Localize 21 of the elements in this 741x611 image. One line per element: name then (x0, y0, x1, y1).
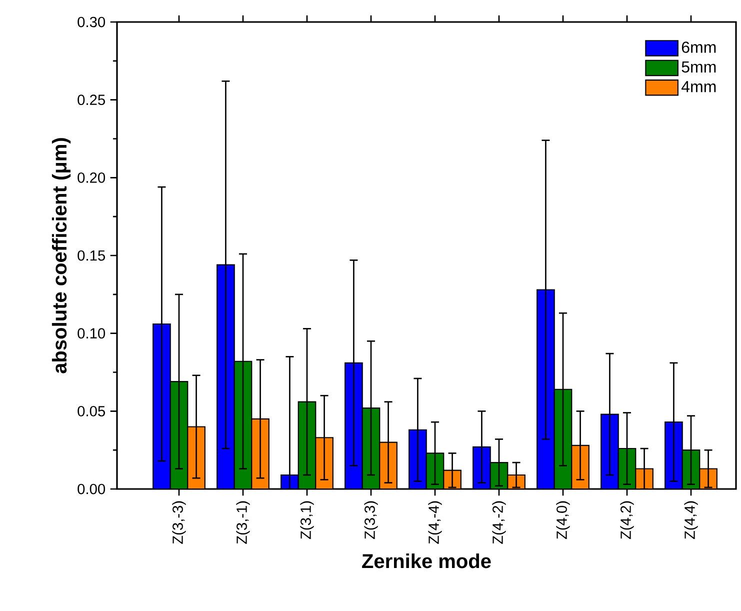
y-tick-label: 0.00 (78, 484, 106, 494)
x-tick-label: Z(3,1) (300, 501, 314, 540)
y-tick-label: 0.25 (78, 94, 105, 106)
y-tick-label: 0.10 (78, 328, 106, 339)
y-axis-title: absolute coefficient (μm) (52, 138, 71, 374)
x-tick-label: Z(3,-3) (172, 501, 186, 544)
y-tick-label: 0.20 (78, 172, 106, 183)
x-tick-label: Z(3,-1) (236, 501, 250, 544)
x-tick-label: Z(3,3) (364, 501, 378, 540)
x-tick-label: Z(4,0) (556, 501, 570, 540)
legend-label: 6mm (682, 42, 716, 53)
legend-label: 5mm (682, 61, 716, 73)
y-tick-label: 0.15 (78, 250, 105, 261)
legend-label: 4mm (682, 81, 716, 92)
x-tick-label: Z(4,-4) (428, 501, 442, 544)
x-axis-title: Zernike mode (362, 554, 491, 568)
x-tick-label: Z(4,2) (620, 501, 634, 540)
y-tick-label: 0.30 (78, 16, 106, 28)
y-tick-label: 0.05 (78, 406, 105, 416)
x-tick-label: Z(4,4) (684, 501, 698, 540)
x-tick-label: Z(4,-2) (492, 501, 506, 544)
